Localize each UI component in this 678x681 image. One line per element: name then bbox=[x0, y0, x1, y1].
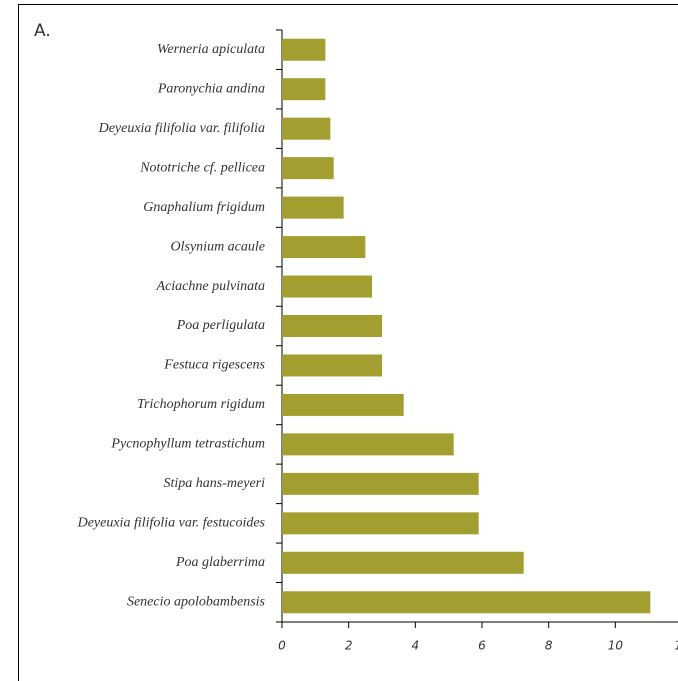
panel-frame bbox=[18, 4, 678, 681]
bar bbox=[282, 78, 326, 101]
y-tick-label: Deyeuxia filifolia var. festucoides bbox=[77, 516, 266, 531]
bar bbox=[282, 315, 382, 337]
y-tick-label: Nototriche cf. pellicea bbox=[139, 160, 265, 175]
bar bbox=[282, 236, 366, 259]
y-tick-label: Senecio apolobambensis bbox=[127, 594, 266, 609]
y-tick-label: Poa glaberrima bbox=[175, 555, 265, 570]
y-tick-label: Poa perligulata bbox=[176, 318, 265, 333]
bar bbox=[282, 433, 454, 456]
y-tick-label: Werneria apiculata bbox=[157, 42, 265, 57]
bar bbox=[282, 512, 479, 535]
y-tick-label: Festuca rigescens bbox=[163, 358, 265, 373]
bar bbox=[282, 275, 372, 298]
bar bbox=[282, 354, 382, 377]
y-tick-label: Paronychia andina bbox=[157, 81, 265, 96]
panel-label: A. bbox=[34, 21, 51, 41]
y-tick-label: Pycnophyllum tetrastichum bbox=[110, 437, 265, 452]
bar bbox=[282, 393, 404, 416]
x-tick-label: 0 bbox=[278, 639, 286, 653]
bar bbox=[282, 472, 479, 495]
y-tick-label: Aciachne pulvinata bbox=[156, 279, 265, 294]
y-tick-label: Deyeuxia filifolia var. filifolia bbox=[98, 121, 265, 136]
x-tick-label: 6 bbox=[478, 639, 486, 653]
x-tick-label: 2 bbox=[345, 639, 353, 653]
x-tick-label: 4 bbox=[412, 639, 420, 653]
bar bbox=[282, 157, 334, 180]
x-tick-label: 12 bbox=[674, 639, 678, 653]
x-tick-label: 10 bbox=[608, 639, 624, 653]
bar bbox=[282, 551, 524, 574]
bar bbox=[282, 591, 651, 614]
bar bbox=[282, 196, 344, 219]
y-tick-label: Stipa hans-meyeri bbox=[164, 476, 266, 491]
y-tick-label: Olsynium acaule bbox=[171, 239, 265, 254]
x-tick-label: 8 bbox=[545, 639, 553, 653]
bar bbox=[282, 117, 331, 140]
y-tick-label: Trichophorum rigidum bbox=[137, 397, 265, 412]
bar bbox=[282, 38, 326, 61]
y-tick-label: Gnaphalium frigidum bbox=[143, 200, 265, 215]
